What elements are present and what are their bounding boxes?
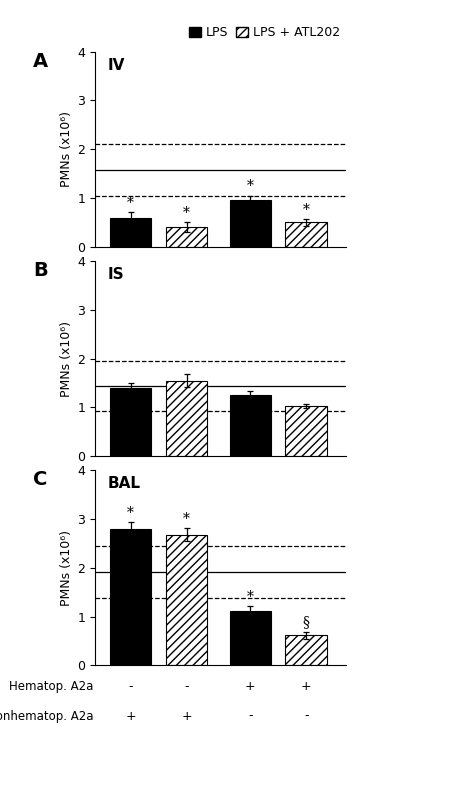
Y-axis label: PMNs (x10⁶): PMNs (x10⁶) — [60, 111, 73, 187]
Text: BAL: BAL — [107, 476, 140, 491]
Text: IS: IS — [107, 267, 124, 282]
Text: Hematop. A2a: Hematop. A2a — [9, 680, 93, 693]
Bar — [110, 529, 151, 665]
Text: +: + — [126, 709, 136, 723]
Bar — [285, 407, 327, 456]
Text: IV: IV — [107, 57, 125, 72]
Bar — [285, 635, 327, 665]
Text: -: - — [184, 680, 189, 693]
Text: -: - — [304, 709, 309, 723]
Y-axis label: PMNs (x10⁶): PMNs (x10⁶) — [60, 321, 73, 396]
Text: *: * — [183, 206, 190, 220]
Text: C: C — [33, 470, 47, 490]
Y-axis label: PMNs (x10⁶): PMNs (x10⁶) — [60, 530, 73, 606]
Text: +: + — [301, 680, 311, 693]
Text: *: * — [247, 590, 254, 603]
Bar — [166, 380, 207, 456]
Text: +: + — [181, 709, 192, 723]
Text: *: * — [127, 196, 134, 209]
Text: -: - — [128, 680, 133, 693]
Text: A: A — [33, 52, 48, 71]
Text: *: * — [183, 512, 190, 526]
Text: Nonhematop. A2a: Nonhematop. A2a — [0, 709, 93, 723]
Text: -: - — [248, 709, 253, 723]
Bar — [166, 228, 207, 247]
Bar — [229, 395, 271, 456]
Bar — [166, 535, 207, 665]
Bar — [285, 222, 327, 247]
Text: §: § — [302, 615, 310, 630]
Text: *: * — [127, 505, 134, 520]
Text: B: B — [33, 261, 48, 280]
Legend: LPS, LPS + ATL202: LPS, LPS + ATL202 — [189, 26, 340, 39]
Bar — [110, 218, 151, 247]
Bar — [229, 611, 271, 665]
Bar — [229, 201, 271, 247]
Bar — [110, 388, 151, 456]
Text: +: + — [245, 680, 255, 693]
Text: *: * — [247, 179, 254, 193]
Text: *: * — [303, 202, 310, 217]
